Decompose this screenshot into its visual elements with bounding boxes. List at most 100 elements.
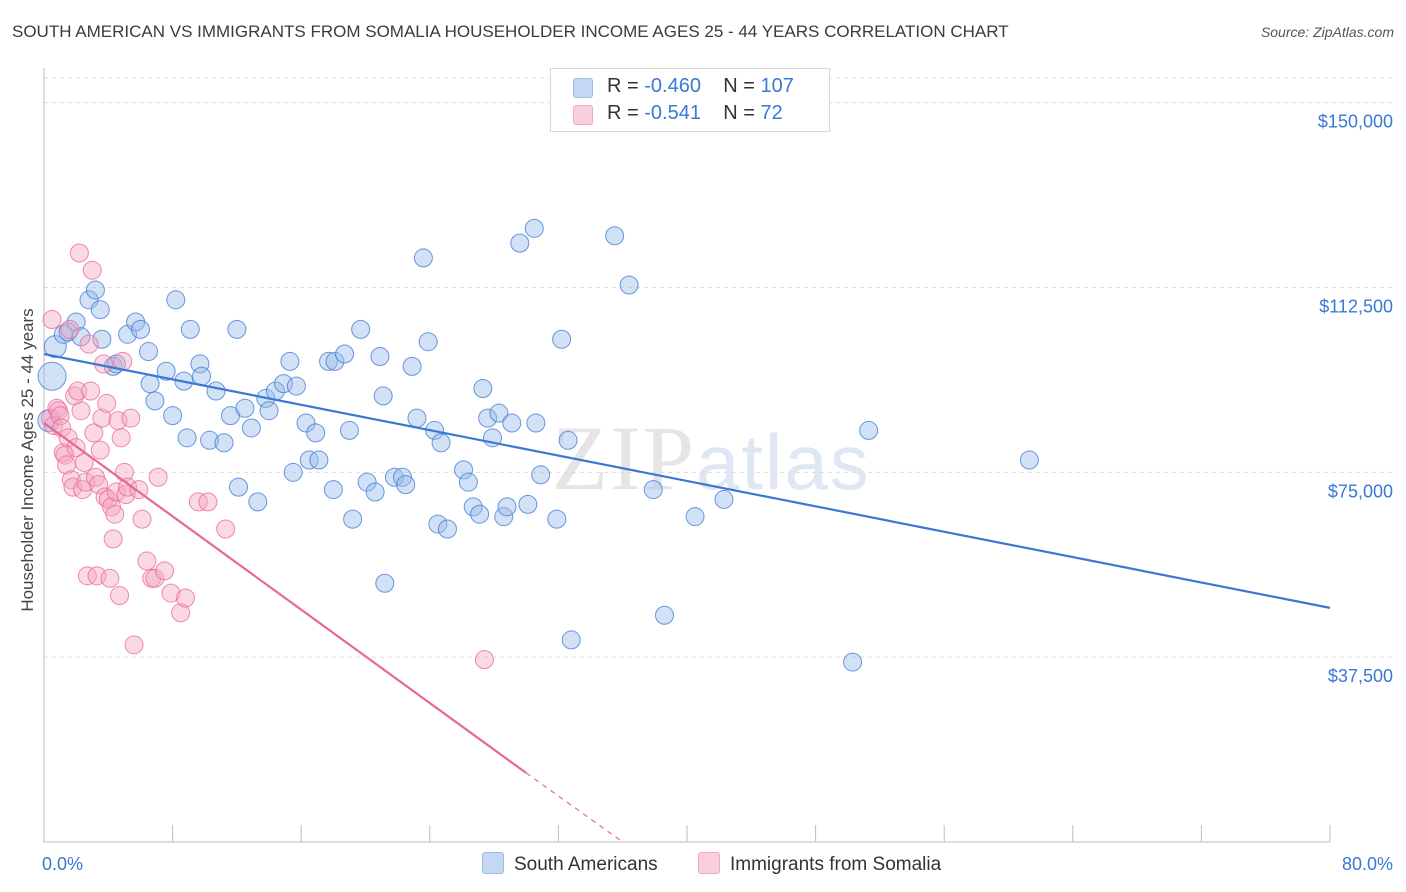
south-american-point bbox=[413, 248, 433, 268]
south-american-point bbox=[335, 344, 355, 364]
somalia-point bbox=[171, 603, 191, 623]
trend-lines bbox=[43, 352, 1331, 843]
somalia-point bbox=[105, 504, 125, 524]
south-american-point bbox=[192, 366, 212, 386]
south-american-point bbox=[531, 465, 551, 485]
somalia-point bbox=[81, 381, 101, 401]
south-american-point bbox=[365, 482, 385, 502]
legend-n-label: N = bbox=[723, 102, 755, 124]
south-american-point bbox=[283, 462, 303, 482]
somalia-point bbox=[118, 477, 138, 497]
south-american-point bbox=[163, 406, 183, 426]
south-american-point bbox=[235, 398, 255, 418]
somalia-trend-extension bbox=[525, 772, 624, 843]
somalia-point bbox=[474, 650, 494, 670]
south-american-point bbox=[473, 379, 493, 399]
south-american-point bbox=[518, 494, 538, 514]
south-american-point bbox=[470, 504, 490, 524]
somalia-point bbox=[71, 401, 91, 421]
south-american-point bbox=[463, 497, 483, 517]
south-american-point bbox=[357, 472, 377, 492]
somalia-point bbox=[90, 440, 110, 460]
somalia-point bbox=[69, 243, 89, 263]
south-american-point bbox=[130, 319, 150, 339]
source-credit: Source: ZipAtlas.com bbox=[1260, 24, 1394, 40]
south-american-point bbox=[296, 413, 316, 433]
south-american-point bbox=[306, 423, 326, 443]
y-tick-label: $75,000 bbox=[1328, 481, 1393, 501]
somalia-point bbox=[77, 566, 97, 586]
somalia-point bbox=[92, 408, 112, 428]
somalia-point bbox=[132, 509, 152, 529]
south-american-point bbox=[85, 280, 105, 300]
south-american-point bbox=[458, 472, 478, 492]
south-american-point bbox=[166, 290, 186, 310]
south-american-point bbox=[418, 332, 438, 352]
south-american-point bbox=[502, 413, 522, 433]
south-american-point bbox=[145, 391, 165, 411]
south-american-point bbox=[200, 430, 220, 450]
watermark-atlas: atlas bbox=[696, 418, 871, 506]
south-american-point bbox=[685, 507, 705, 527]
somalia-point bbox=[161, 583, 181, 603]
south-american-point bbox=[402, 356, 422, 376]
somalia-point bbox=[198, 492, 218, 512]
south-american-point bbox=[524, 218, 544, 238]
somalia-point bbox=[121, 408, 141, 428]
somalia-point bbox=[145, 568, 165, 588]
bottom-legend-label: South Americans bbox=[514, 854, 658, 875]
south-american-point bbox=[373, 386, 393, 406]
south-american-point bbox=[214, 433, 234, 453]
south-american-point bbox=[526, 413, 546, 433]
y-axis-label: Householder Income Ages 25 - 44 years bbox=[18, 308, 37, 611]
south-american-point bbox=[643, 480, 663, 500]
south-american-point bbox=[431, 433, 451, 453]
south-american-point bbox=[619, 275, 639, 295]
legend-r-label: R = bbox=[607, 75, 639, 97]
south-american-point bbox=[552, 329, 572, 349]
south-american-point bbox=[558, 430, 578, 450]
south-american-point bbox=[92, 329, 112, 349]
bottom-legend-somalia: Immigrants from Somalia bbox=[698, 852, 941, 876]
y-tick-label: $112,500 bbox=[1319, 296, 1393, 316]
south-american-point bbox=[280, 351, 300, 371]
south-american-point bbox=[384, 467, 404, 487]
south-american-point bbox=[343, 509, 363, 529]
south-american-point bbox=[497, 497, 517, 517]
south-american-point bbox=[90, 300, 110, 320]
south-american-point bbox=[843, 652, 863, 672]
south-american-point bbox=[339, 420, 359, 440]
south-american-point bbox=[299, 450, 319, 470]
south-american-point bbox=[561, 630, 581, 650]
south-american-point bbox=[156, 361, 176, 381]
south-american-point bbox=[323, 480, 343, 500]
y-tick-label: $37,500 bbox=[1328, 666, 1393, 686]
south-american-point bbox=[229, 477, 249, 497]
somalia-point bbox=[137, 551, 157, 571]
somalia-point bbox=[124, 635, 144, 655]
x-tick-label-end: 80.0% bbox=[1342, 854, 1393, 874]
south-american-point bbox=[43, 335, 67, 359]
bottom-legend-swatch-somalia bbox=[698, 852, 720, 874]
legend-swatch-somalia bbox=[573, 105, 593, 125]
legend-n-value: 107 bbox=[760, 75, 794, 97]
somalia-point bbox=[148, 467, 168, 487]
legend-r-label: R = bbox=[607, 102, 639, 124]
somalia-point bbox=[216, 519, 236, 539]
south-american-point bbox=[1019, 450, 1039, 470]
south-american-point bbox=[325, 351, 345, 371]
south-american-point bbox=[859, 420, 879, 440]
legend-swatch-south-americans bbox=[573, 78, 593, 98]
south-american-point bbox=[177, 428, 197, 448]
south-american-point bbox=[259, 401, 279, 421]
somalia-point bbox=[95, 487, 115, 507]
south-american-point bbox=[407, 408, 427, 428]
legend-r-value: -0.541 bbox=[644, 102, 701, 124]
x-tick-label-start: 0.0% bbox=[42, 854, 83, 874]
axes bbox=[43, 68, 1331, 843]
somalia-point bbox=[116, 485, 136, 505]
south-american-point bbox=[66, 312, 86, 332]
south-american-point bbox=[319, 351, 339, 371]
south-american-point bbox=[37, 361, 67, 391]
